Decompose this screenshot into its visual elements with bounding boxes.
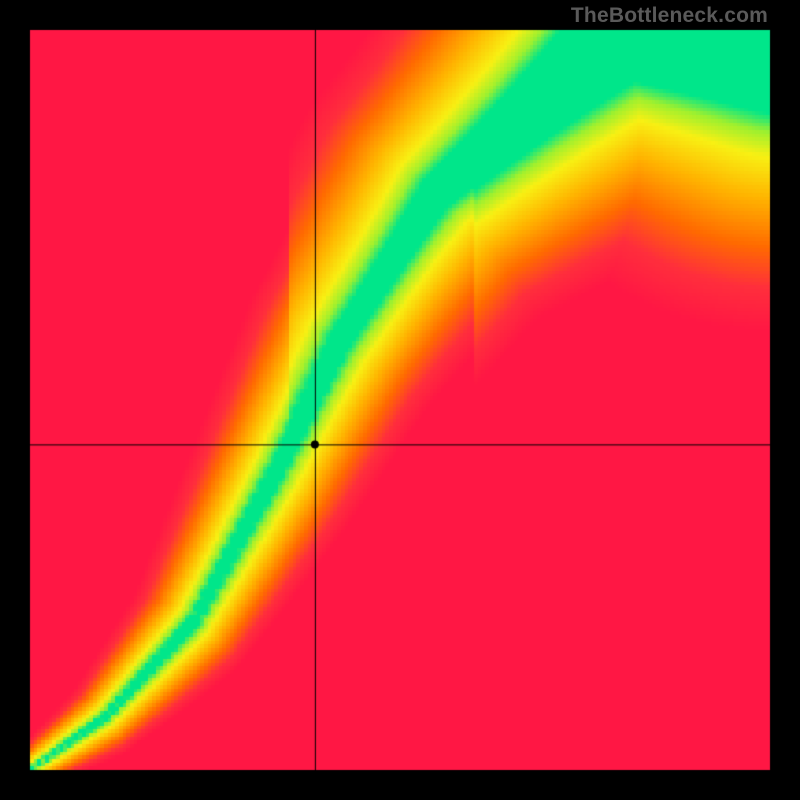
- watermark-text: TheBottleneck.com: [571, 4, 768, 28]
- bottleneck-heatmap: [0, 0, 800, 800]
